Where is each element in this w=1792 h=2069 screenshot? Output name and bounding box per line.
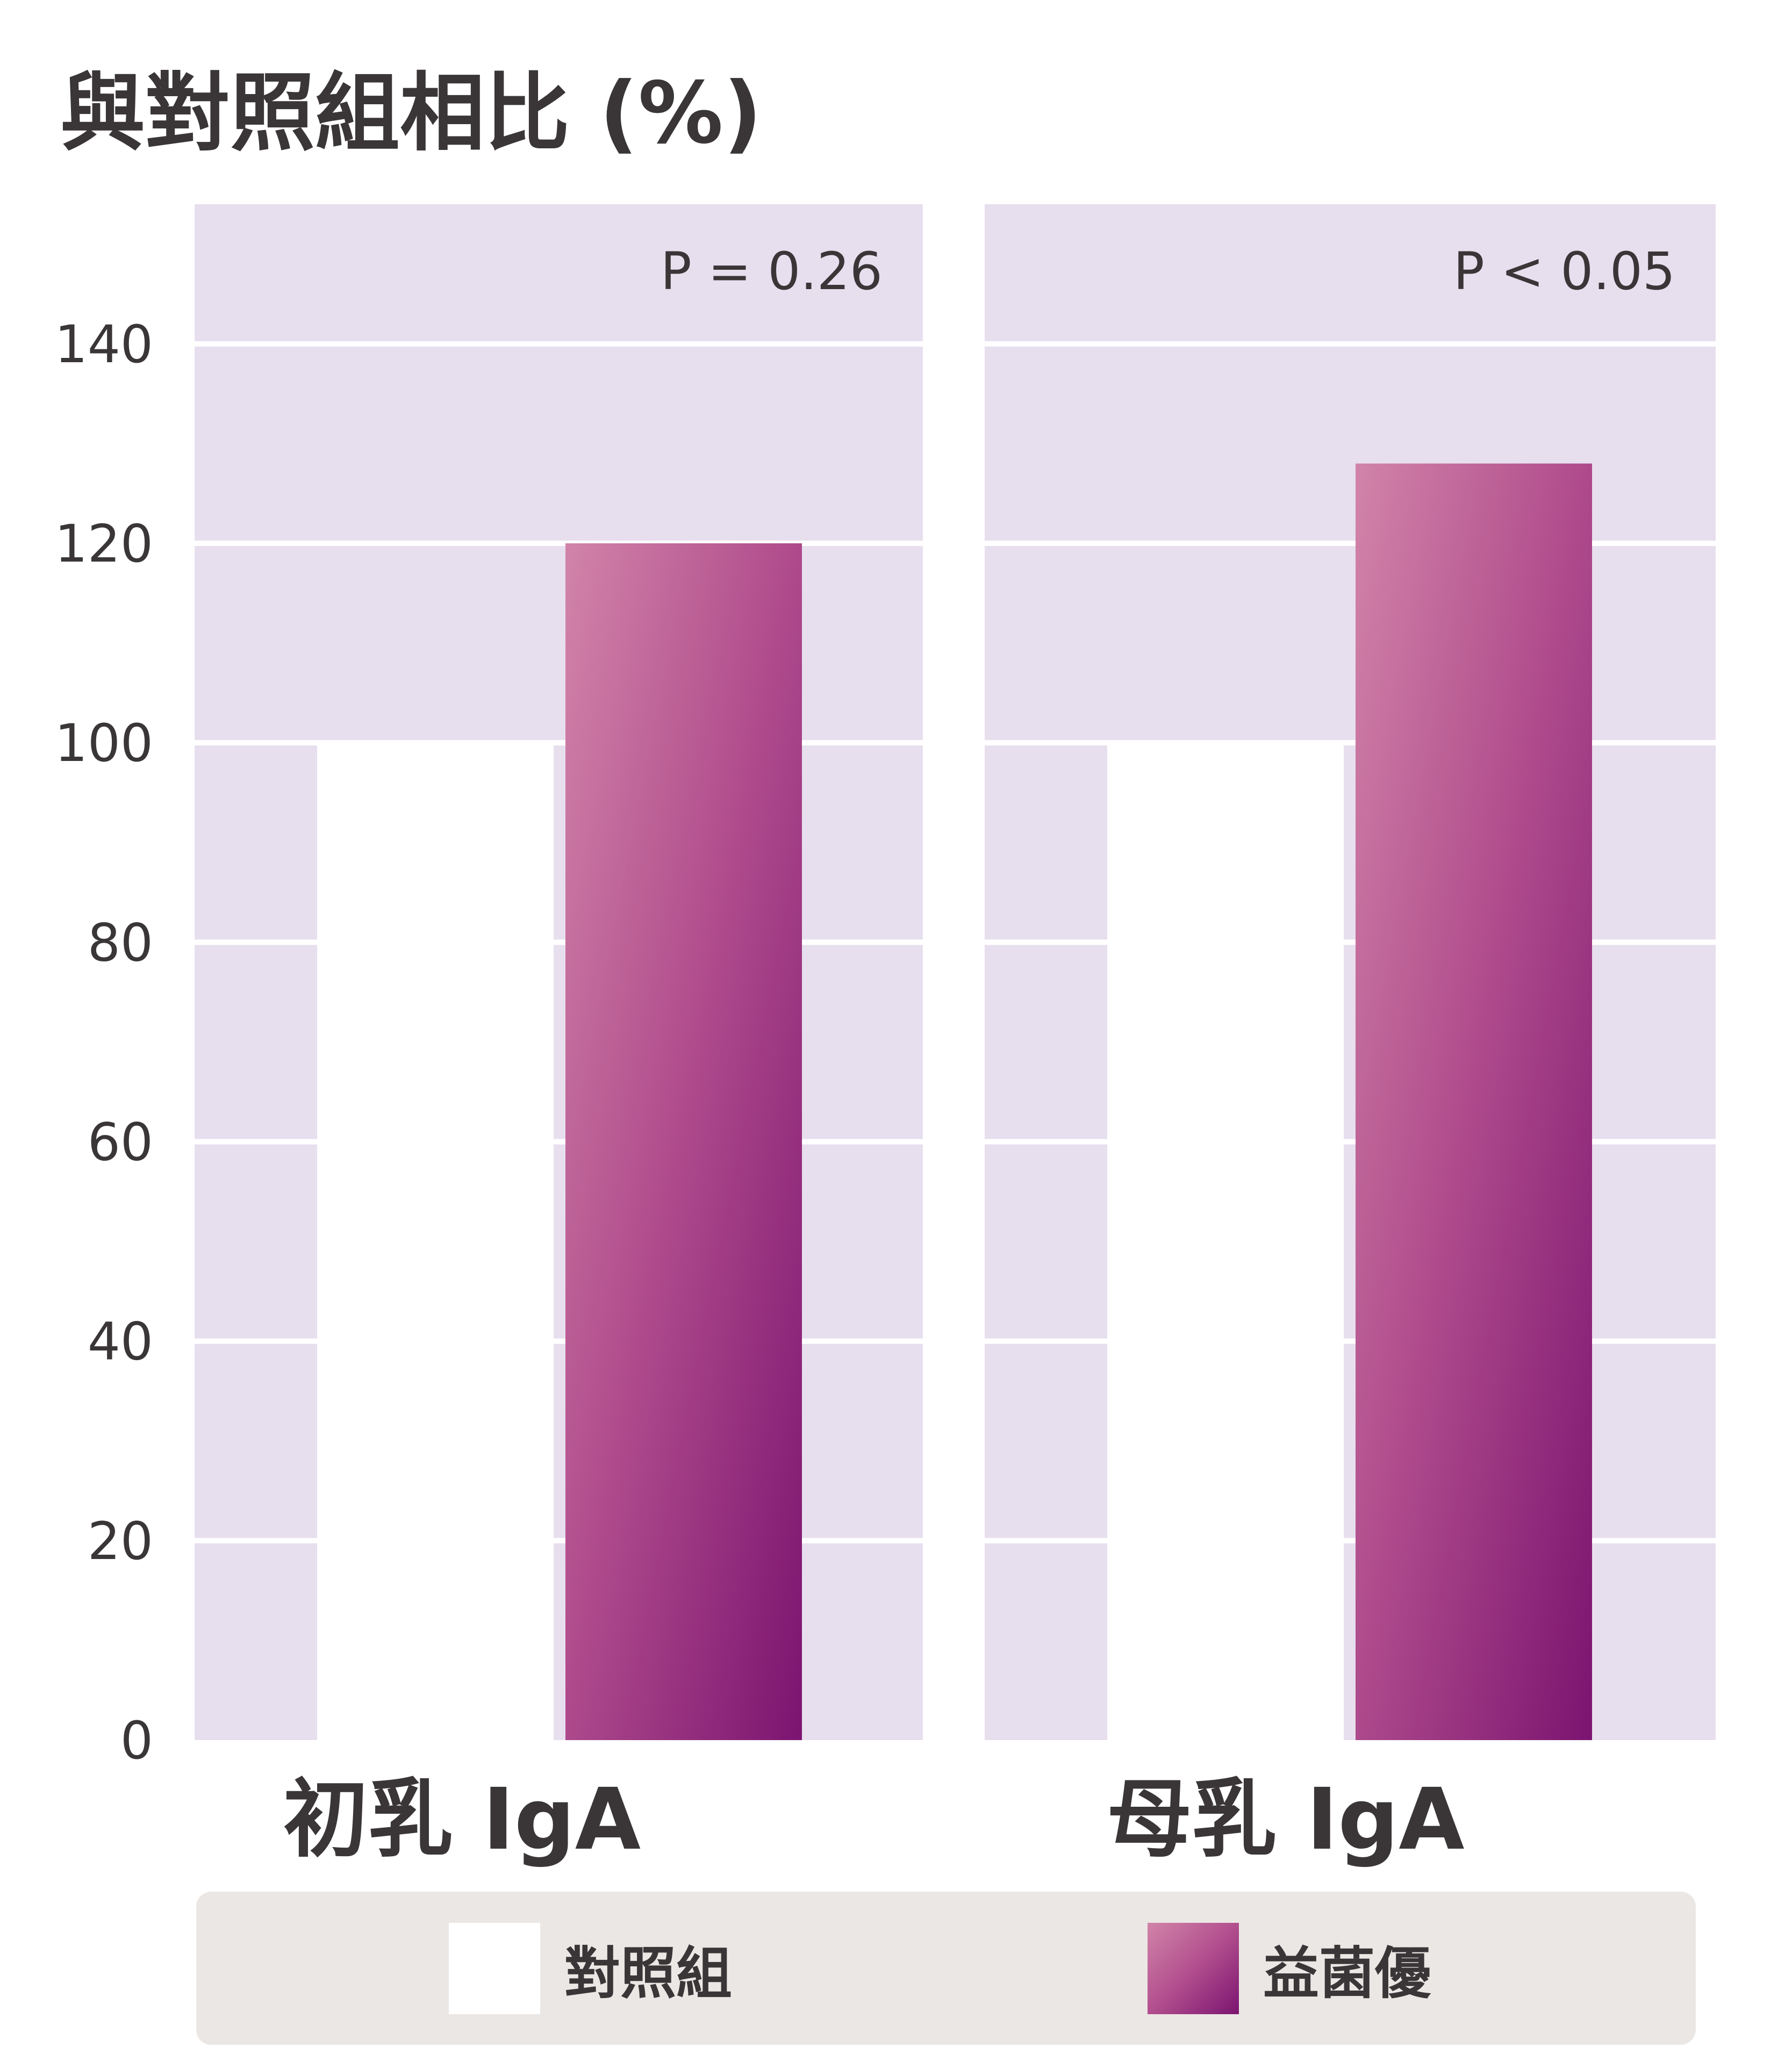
- legend-swatch-control: [449, 1922, 540, 2014]
- legend-item-probiotic: 益菌優: [1148, 1892, 1431, 2045]
- gridline-colostrum-20: [195, 1538, 923, 1543]
- gridline-breastmilk-120: [985, 540, 1716, 546]
- gridline-breastmilk-80: [985, 939, 1716, 945]
- gridline-colostrum-60: [195, 1139, 923, 1145]
- panel-background-colostrum: [195, 204, 923, 1740]
- panel-background-breastmilk: [985, 204, 1716, 1740]
- gridline-colostrum-40: [195, 1338, 923, 1344]
- p-value-label-breastmilk: P < 0.05: [1453, 241, 1675, 301]
- legend: 對照組 益菌優: [196, 1892, 1696, 2045]
- legend-label-control: 對照組: [564, 1941, 733, 2006]
- y-tick-label-120: 120: [55, 514, 153, 574]
- y-tick-label-140: 140: [55, 314, 153, 375]
- gridline-breastmilk-40: [985, 1338, 1716, 1344]
- bar-probiotic-breastmilk: [1356, 463, 1592, 1740]
- gridline-breastmilk-20: [985, 1538, 1716, 1543]
- category-label-colostrum: 初乳 IgA: [283, 1770, 641, 1869]
- legend-swatch-probiotic: [1148, 1922, 1239, 2014]
- gridline-colostrum-80: [195, 939, 923, 945]
- bar-control-breastmilk: [1107, 743, 1344, 1740]
- legend-label-probiotic: 益菌優: [1263, 1941, 1431, 2006]
- chart-title: 與對照組相比 (%): [60, 64, 762, 163]
- y-tick-label-40: 40: [88, 1312, 153, 1372]
- y-tick-label-80: 80: [88, 913, 153, 973]
- gridline-breastmilk-140: [985, 341, 1716, 347]
- gridline-breastmilk-100: [985, 740, 1716, 746]
- bar-probiotic-colostrum: [565, 543, 802, 1740]
- y-tick-label-20: 20: [88, 1511, 153, 1571]
- gridline-colostrum-140: [195, 341, 923, 347]
- category-label-breastmilk: 母乳 IgA: [1107, 1770, 1464, 1869]
- gridline-breastmilk-60: [985, 1139, 1716, 1145]
- y-tick-label-0: 0: [120, 1711, 153, 1771]
- gridline-colostrum-120: [195, 540, 923, 546]
- y-tick-label-100: 100: [55, 713, 153, 773]
- gridline-colostrum-100: [195, 740, 923, 746]
- legend-item-control: 對照組: [449, 1892, 732, 2045]
- y-tick-label-60: 60: [88, 1112, 153, 1172]
- p-value-label-colostrum: P = 0.26: [661, 241, 883, 301]
- bar-control-colostrum: [317, 743, 554, 1740]
